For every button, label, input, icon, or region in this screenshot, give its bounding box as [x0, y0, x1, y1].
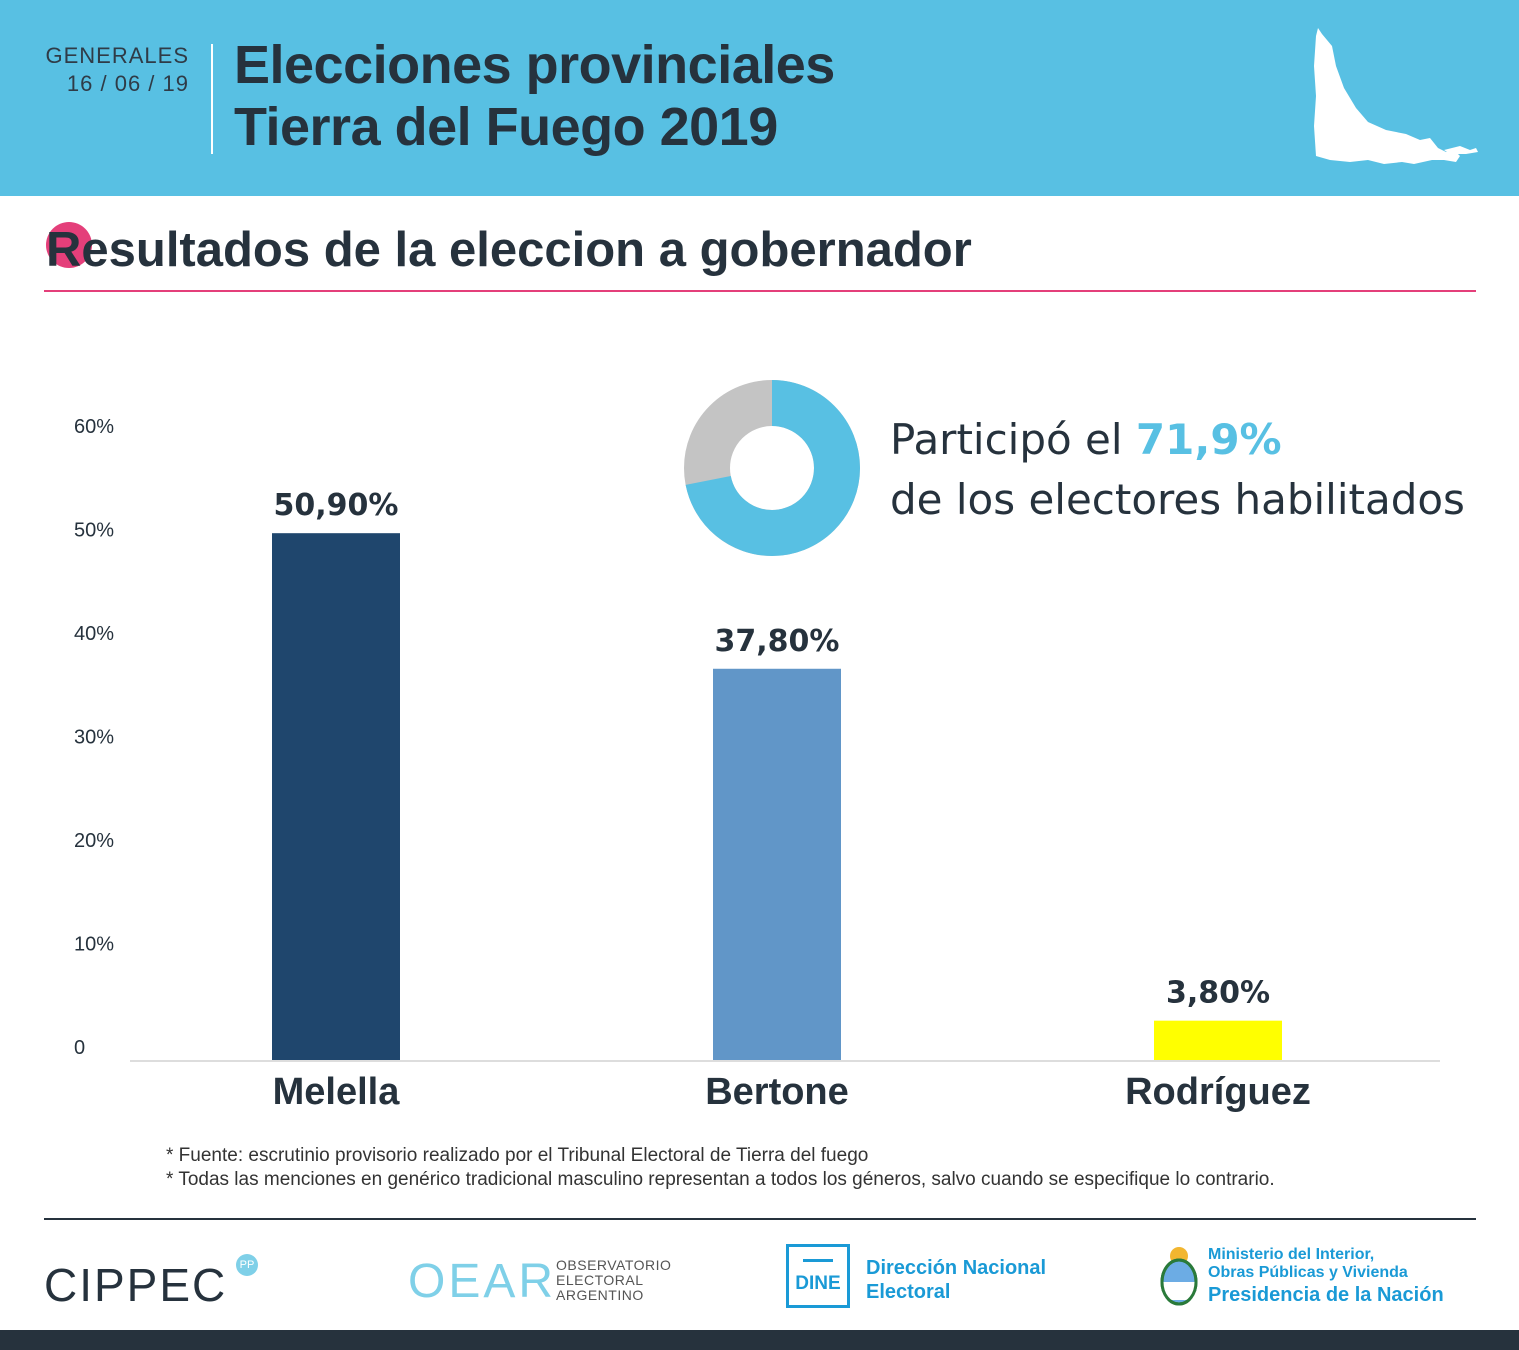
category-label: Rodríguez — [1125, 1071, 1311, 1113]
ministry-line2: Obras Públicas y Vivienda — [1208, 1264, 1444, 1282]
election-type-date: GENERALES 16 / 06 / 19 — [44, 42, 189, 98]
participation-value: 71,9% — [1136, 415, 1282, 464]
y-tick-label: 50% — [74, 520, 114, 542]
bar-bertone — [713, 669, 841, 1060]
page-title-line1: Elecciones provinciales — [234, 34, 835, 96]
dine-name-line2: Electoral — [866, 1280, 1046, 1304]
bottom-band — [0, 1330, 1519, 1350]
dine-logo-text: DINE — [789, 1273, 847, 1295]
dine-name: Dirección Nacional Electoral — [866, 1256, 1046, 1304]
participation-prefix: Participó el — [890, 415, 1136, 464]
y-tick-label: 0 — [74, 1037, 85, 1059]
category-label: Melella — [273, 1071, 401, 1113]
oear-name-line2: ELECTORAL — [556, 1273, 671, 1288]
section-title: Resultados de la eleccion a gobernador — [46, 218, 972, 282]
footnotes: * Fuente: escrutinio provisorio realizad… — [166, 1144, 1275, 1192]
participation-line1: Participó el 71,9% — [890, 410, 1465, 470]
bar-melella — [272, 533, 400, 1060]
section-rule — [44, 290, 1476, 292]
footer-rule — [44, 1218, 1476, 1220]
oear-name: OBSERVATORIO ELECTORAL ARGENTINO — [556, 1258, 671, 1303]
participation-donut — [682, 378, 862, 558]
election-date: 16 / 06 / 19 — [44, 70, 189, 98]
dine-name-line1: Dirección Nacional — [866, 1256, 1046, 1280]
dine-logo: DINE — [786, 1244, 850, 1308]
header-banner: GENERALES 16 / 06 / 19 Elecciones provin… — [0, 0, 1519, 196]
footnote-gender: * Todas las menciones en genérico tradic… — [166, 1168, 1275, 1192]
participation-text: Participó el 71,9% de los electores habi… — [890, 410, 1465, 530]
bar-rodríguez — [1154, 1021, 1282, 1060]
ministry-line3: Presidencia de la Nación — [1208, 1282, 1444, 1308]
logos-footer: CIPPEC PP OEAR OBSERVATORIO ELECTORAL AR… — [0, 1236, 1519, 1326]
bar-value-label: 3,80% — [1166, 976, 1270, 1011]
dine-logo-bar — [803, 1259, 833, 1262]
y-tick-label: 60% — [74, 416, 114, 438]
page-title-line2: Tierra del Fuego 2019 — [234, 96, 835, 158]
footnote-source: * Fuente: escrutinio provisorio realizad… — [166, 1144, 1275, 1168]
oear-name-line1: OBSERVATORIO — [556, 1258, 671, 1273]
tierra-del-fuego-map-icon — [1310, 26, 1482, 170]
y-tick-label: 10% — [74, 934, 114, 956]
election-type: GENERALES — [44, 42, 189, 70]
y-tick-label: 20% — [74, 830, 114, 852]
cippec-logo: CIPPEC — [44, 1258, 227, 1312]
cippec-badge: PP — [236, 1254, 258, 1276]
category-label: Bertone — [705, 1071, 849, 1113]
oear-logo: OEAR — [408, 1254, 556, 1309]
bar-value-label: 50,90% — [274, 488, 399, 523]
participation-line2: de los electores habilitados — [890, 470, 1465, 530]
ministry-line1: Ministerio del Interior, — [1208, 1246, 1444, 1264]
y-tick-label: 30% — [74, 727, 114, 749]
oear-name-line3: ARGENTINO — [556, 1288, 671, 1303]
ministry-name: Ministerio del Interior, Obras Públicas … — [1208, 1246, 1444, 1308]
y-tick-label: 40% — [74, 623, 114, 645]
page-title: Elecciones provinciales Tierra del Fuego… — [234, 34, 835, 158]
bar-value-label: 37,80% — [715, 624, 840, 659]
argentina-coat-of-arms-icon — [1158, 1244, 1200, 1308]
header-divider — [211, 44, 213, 154]
